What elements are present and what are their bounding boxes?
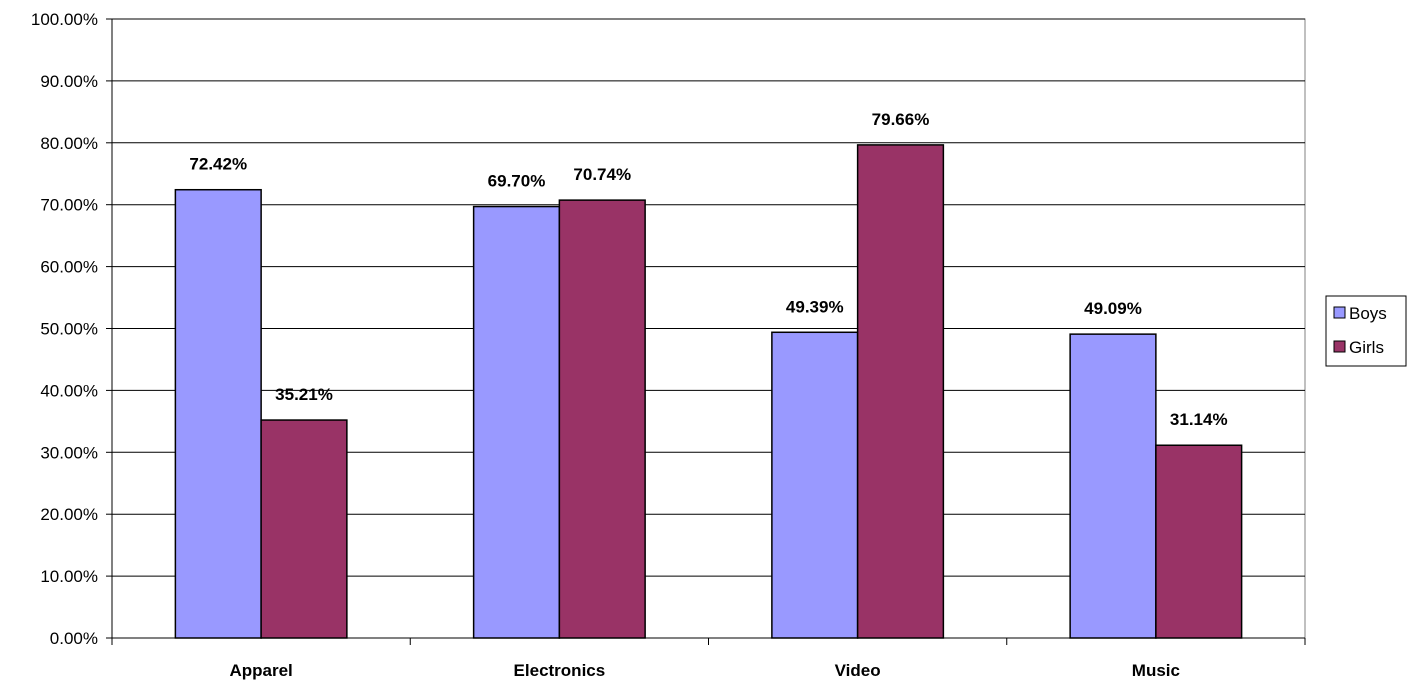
legend-swatch-girls bbox=[1333, 340, 1346, 353]
bar-girls-electronics bbox=[558, 199, 646, 639]
legend: Boys Girls bbox=[1325, 295, 1407, 367]
bar-girls-video bbox=[856, 144, 945, 639]
data-label: 31.14% bbox=[1170, 410, 1228, 429]
bar-boys-video bbox=[771, 331, 859, 639]
bar-boys-electronics bbox=[472, 205, 561, 639]
x-category-label: Music bbox=[1132, 661, 1180, 680]
y-tick-label: 100.00% bbox=[31, 10, 98, 29]
data-label: 72.42% bbox=[189, 155, 247, 174]
data-label: 69.70% bbox=[488, 172, 546, 191]
bar-girls-music bbox=[1155, 444, 1243, 639]
y-tick-label: 0.00% bbox=[50, 629, 98, 648]
data-label: 49.39% bbox=[786, 297, 844, 316]
data-label: 79.66% bbox=[872, 110, 930, 129]
x-category-label: Apparel bbox=[229, 661, 292, 680]
y-tick-label: 40.00% bbox=[40, 381, 98, 400]
bar-girls-apparel bbox=[260, 419, 348, 639]
y-tick-label: 80.00% bbox=[40, 134, 98, 153]
y-tick-label: 10.00% bbox=[40, 567, 98, 586]
x-category-label: Video bbox=[835, 661, 881, 680]
bar-boys-apparel bbox=[174, 188, 262, 639]
data-label: 49.09% bbox=[1084, 299, 1142, 318]
legend-label-boys: Boys bbox=[1349, 304, 1387, 323]
bar-boys-music bbox=[1069, 333, 1157, 639]
x-category-label: Electronics bbox=[514, 661, 606, 680]
legend-label-girls: Girls bbox=[1349, 338, 1384, 357]
data-labels: 72.42% 35.21% 69.70% 70.74% 49.39% 79.66% 49.0… bbox=[189, 110, 1227, 429]
y-tick-label: 60.00% bbox=[40, 258, 98, 277]
y-tick-label: 70.00% bbox=[40, 196, 98, 215]
data-label: 35.21% bbox=[275, 385, 333, 404]
y-tick-label: 30.00% bbox=[40, 443, 98, 462]
y-tick-label: 90.00% bbox=[40, 72, 98, 91]
data-label: 70.74% bbox=[573, 165, 631, 184]
y-axis: 0.00% 10.00% 20.00% 30.00% 40.00% 50.00% 60.00… bbox=[31, 10, 113, 648]
y-tick-label: 50.00% bbox=[40, 320, 98, 339]
x-axis: Apparel Electronics Video Music bbox=[111, 637, 1306, 680]
bars bbox=[174, 144, 1243, 639]
y-tick-label: 20.00% bbox=[40, 505, 98, 524]
legend-swatch-boys bbox=[1333, 306, 1346, 319]
